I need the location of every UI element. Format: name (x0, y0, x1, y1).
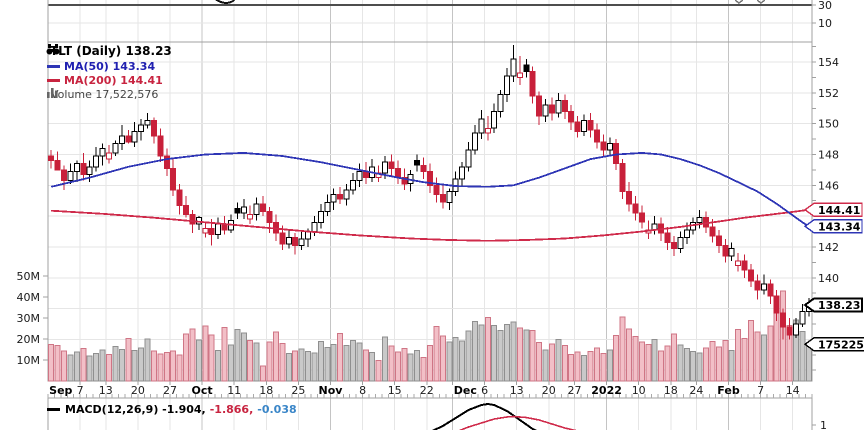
svg-text:11: 11 (227, 384, 241, 397)
svg-text:27: 27 (568, 384, 582, 397)
svg-text:138.23: 138.23 (818, 299, 860, 312)
ma200-legend: MA(200) 144.41 (47, 74, 163, 87)
volume-legend: Volume 17,522,576 (47, 88, 158, 101)
svg-text:13: 13 (99, 384, 113, 397)
ma200-line-swatch-icon (47, 79, 60, 82)
svg-text:Sep: Sep (49, 384, 72, 397)
svg-text:18: 18 (664, 384, 678, 397)
svg-text:20M: 20M (17, 333, 41, 346)
svg-text:13: 13 (510, 384, 524, 397)
macd-line-swatch-icon (47, 408, 60, 411)
chart-grid-and-series: Sep 7 13 20 27 Oct 11 18 25 Nov 8 15 22 Dec 6 13 20 27 202… (17, 0, 864, 430)
macd-legend: MACD(12,26,9) -1.904, -1.866, -0.038 (47, 403, 297, 416)
svg-text:27: 27 (163, 384, 177, 397)
svg-text:150: 150 (818, 118, 839, 131)
svg-text:144.41: 144.41 (818, 204, 860, 217)
svg-text:10: 10 (818, 17, 832, 30)
ma50-legend-text: MA(50) 143.34 (64, 60, 156, 73)
svg-text:154: 154 (818, 56, 839, 69)
svg-text:8: 8 (359, 384, 366, 397)
svg-text:25: 25 (291, 384, 305, 397)
svg-text:30M: 30M (17, 312, 41, 325)
svg-text:Dec: Dec (454, 384, 477, 397)
volume-legend-text: Volume 17,522,576 (51, 88, 159, 101)
macd-value-text: MACD(12,26,9) -1.904, (65, 403, 206, 416)
macd-hist-text: -0.038 (257, 403, 297, 416)
svg-text:17522576: 17522576 (818, 338, 864, 351)
svg-text:Feb: Feb (717, 384, 740, 397)
svg-text:Nov: Nov (319, 384, 344, 397)
svg-text:6: 6 (481, 384, 488, 397)
svg-text:Oct: Oct (192, 384, 213, 397)
svg-text:152: 152 (818, 87, 839, 100)
ma200-legend-text: MA(200) 144.41 (64, 74, 163, 87)
ma50-legend: MA(50) 143.34 (47, 60, 155, 73)
svg-text:15: 15 (388, 384, 402, 397)
svg-text:24: 24 (689, 384, 703, 397)
svg-text:10M: 10M (17, 354, 41, 367)
svg-text:22: 22 (420, 384, 434, 397)
svg-text:18: 18 (259, 384, 273, 397)
svg-text:140: 140 (818, 272, 839, 285)
symbol-legend: TLT (Daily) 138.23 (46, 44, 172, 58)
svg-text:40M: 40M (17, 291, 41, 304)
svg-text:10: 10 (632, 384, 646, 397)
svg-text:20: 20 (542, 384, 556, 397)
svg-text:148: 148 (818, 149, 839, 162)
svg-text:14: 14 (786, 384, 800, 397)
svg-text:20: 20 (131, 384, 145, 397)
svg-text:2022: 2022 (591, 384, 622, 397)
ma50-line-swatch-icon (47, 65, 60, 68)
symbol-title-text: TLT (Daily) 138.23 (50, 44, 172, 58)
svg-text:143.34: 143.34 (818, 220, 861, 233)
svg-text:50M: 50M (17, 270, 41, 283)
svg-text:7: 7 (757, 384, 764, 397)
svg-text:7: 7 (77, 384, 84, 397)
svg-text:146: 146 (818, 179, 839, 192)
svg-text:30: 30 (818, 0, 832, 12)
macd-signal-text: -1.866, (209, 403, 254, 416)
svg-text:1: 1 (820, 419, 827, 430)
svg-text:142: 142 (818, 241, 839, 254)
